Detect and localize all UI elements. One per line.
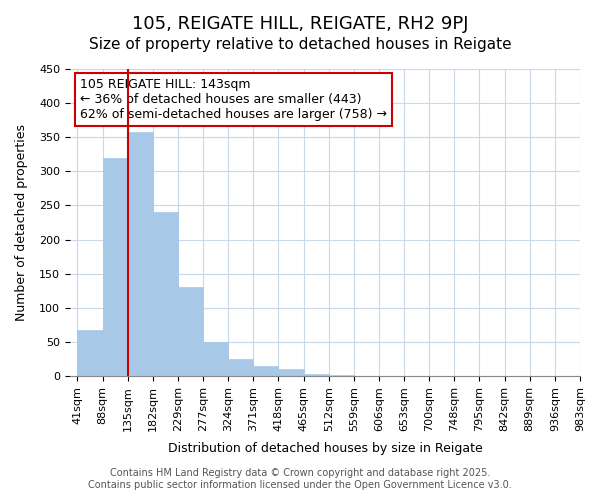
Bar — [304, 374, 329, 376]
Bar — [153, 212, 178, 376]
Bar — [178, 288, 203, 376]
Bar — [278, 369, 304, 376]
Y-axis label: Number of detached properties: Number of detached properties — [15, 124, 28, 321]
Bar — [228, 359, 253, 376]
Text: Size of property relative to detached houses in Reigate: Size of property relative to detached ho… — [89, 38, 511, 52]
X-axis label: Distribution of detached houses by size in Reigate: Distribution of detached houses by size … — [167, 442, 482, 455]
Bar — [77, 330, 103, 376]
Text: 105, REIGATE HILL, REIGATE, RH2 9PJ: 105, REIGATE HILL, REIGATE, RH2 9PJ — [132, 15, 468, 33]
Text: Contains HM Land Registry data © Crown copyright and database right 2025.
Contai: Contains HM Land Registry data © Crown c… — [88, 468, 512, 490]
Text: 105 REIGATE HILL: 143sqm
← 36% of detached houses are smaller (443)
62% of semi-: 105 REIGATE HILL: 143sqm ← 36% of detach… — [80, 78, 387, 121]
Bar — [203, 342, 228, 376]
Bar — [128, 132, 153, 376]
Bar — [253, 366, 278, 376]
Bar — [103, 158, 128, 376]
